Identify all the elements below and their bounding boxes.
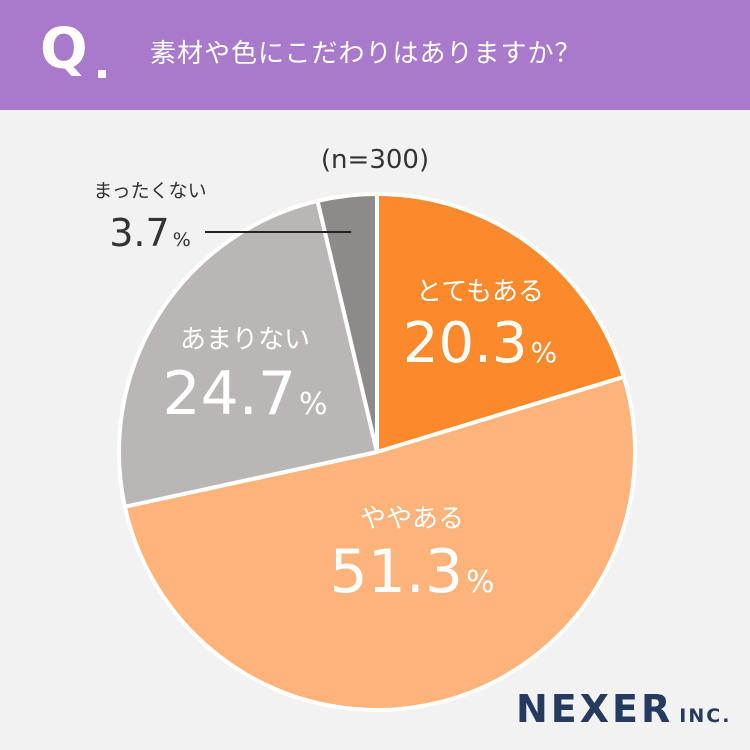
q-mark: Q — [40, 17, 88, 82]
slice-name-label: まったくない — [93, 180, 206, 202]
slice-value-label: 20.3% — [403, 311, 557, 376]
pie-slice-2 — [122, 374, 637, 712]
brand-suffix: INC. — [679, 705, 732, 727]
slice-value-label: 51.3% — [329, 537, 494, 607]
slice-value-label: 3.7% — [109, 211, 191, 255]
slice-name-label: とてもある — [416, 277, 544, 307]
brand-name: NEXER — [516, 687, 674, 731]
pie-slice-1 — [375, 192, 626, 454]
pie-slices — [117, 192, 637, 712]
question-text: 素材や色にこだわりはありますか？ — [150, 39, 582, 69]
pie-slice-3 — [117, 198, 379, 509]
slice-name-label: ややある — [360, 504, 464, 534]
q-dot — [98, 70, 106, 78]
slice-name-label: あまりない — [180, 325, 310, 355]
question-header: Q 素材や色にこだわりはありますか？ — [0, 0, 750, 110]
sample-size-label: (n=300) — [321, 145, 429, 175]
brand-logo: NEXER INC. — [516, 690, 731, 728]
pie-slice-4 — [315, 192, 379, 454]
slice-value-label: 24.7% — [162, 359, 327, 429]
